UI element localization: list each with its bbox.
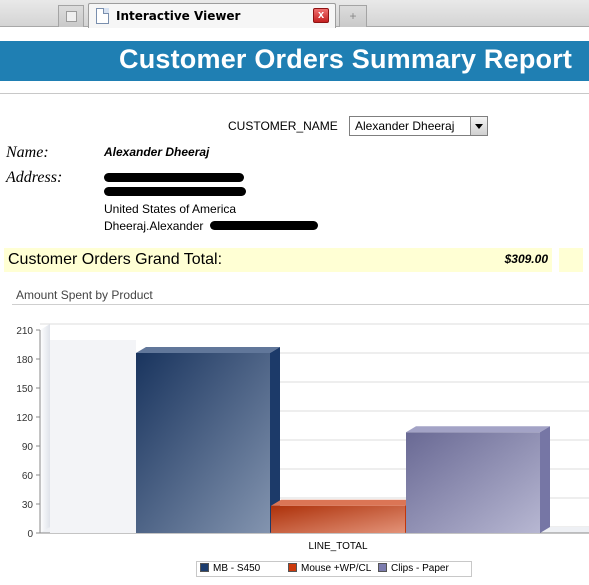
- y-tick-label: 180: [16, 355, 33, 366]
- chevron-down-icon[interactable]: [470, 117, 487, 135]
- bar-clips-paper-side: [540, 426, 550, 533]
- tab-title: Interactive Viewer: [116, 9, 241, 23]
- name-label: Name:: [6, 144, 49, 161]
- customer-name-select[interactable]: Alexander Dheeraj: [349, 116, 488, 136]
- grand-total-band: Customer Orders Grand Total: $309.00: [4, 248, 552, 272]
- bar-mouse-wp-cl-top: [271, 499, 415, 506]
- y-tick-label: 120: [16, 413, 33, 424]
- legend-label: MB - S450: [213, 563, 261, 574]
- redacted-address-line-2: [104, 187, 246, 196]
- amount-spent-bar-chart: 0 30 60 90 120 150 180 210 LINE_TOTAL: [16, 323, 589, 552]
- bar-mouse-wp-cl: [271, 505, 405, 533]
- address-country: United States of America: [104, 202, 237, 216]
- chart-title: Amount Spent by Product: [16, 288, 153, 302]
- bar-mb-s450: [136, 353, 270, 533]
- bar-mb-s450-side: [270, 347, 280, 533]
- y-tick-label: 30: [22, 500, 34, 511]
- customer-name-value: Alexander Dheeraj: [104, 145, 210, 159]
- x-category-label: LINE_TOTAL: [308, 541, 368, 552]
- redacted-email-domain: [210, 221, 318, 230]
- y-tick-label: 150: [16, 384, 33, 395]
- legend-label: Clips - Paper: [391, 563, 449, 574]
- chart-legend: MB - S450 Mouse +WP/CL Clips - Paper: [196, 561, 472, 577]
- close-tab-icon[interactable]: x: [313, 8, 329, 23]
- y-tick-label: 0: [27, 529, 33, 540]
- y-tick-label: 210: [16, 326, 33, 337]
- bar-clips-paper: [406, 432, 540, 533]
- legend-swatch: [200, 563, 209, 572]
- new-tab-button[interactable]: +: [339, 5, 367, 27]
- bar-mb-s450-top: [136, 347, 280, 353]
- customer-name-parameter-label: CUSTOMER_NAME: [228, 119, 338, 133]
- legend-item: Clips - Paper: [378, 563, 449, 574]
- customer-name-selected: Alexander Dheeraj: [355, 119, 455, 133]
- address-label: Address:: [6, 169, 63, 186]
- previous-tab[interactable]: [58, 5, 84, 27]
- grand-total-label: Customer Orders Grand Total:: [8, 251, 223, 268]
- legend-swatch: [288, 563, 297, 572]
- chart-title-divider: [12, 304, 589, 305]
- report-header: Customer Orders Summary Report: [0, 41, 589, 81]
- legend-item: MB - S450: [200, 563, 260, 574]
- y-tick-label: 90: [22, 442, 34, 453]
- y-tick-label: 60: [22, 471, 34, 482]
- tab-interactive-viewer[interactable]: Interactive Viewer x: [88, 3, 336, 28]
- header-divider: [0, 93, 589, 94]
- customer-email: Dheeraj.Alexander: [104, 219, 204, 233]
- legend-swatch: [378, 563, 387, 572]
- plot-left-wall: [40, 324, 50, 533]
- legend-label: Mouse +WP/CL: [301, 563, 372, 574]
- browser-tab-strip: Interactive Viewer x +: [0, 0, 589, 28]
- page-icon: [66, 11, 77, 22]
- plot-shading: [50, 340, 136, 533]
- bar-clips-paper-top: [406, 426, 550, 433]
- redacted-address-line-1: [104, 173, 244, 182]
- grand-total-value: $309.00: [504, 252, 548, 266]
- document-icon: [96, 8, 109, 24]
- grand-total-band-end: [559, 248, 583, 272]
- report-title: Customer Orders Summary Report: [119, 44, 573, 74]
- legend-item: Mouse +WP/CL: [288, 563, 371, 574]
